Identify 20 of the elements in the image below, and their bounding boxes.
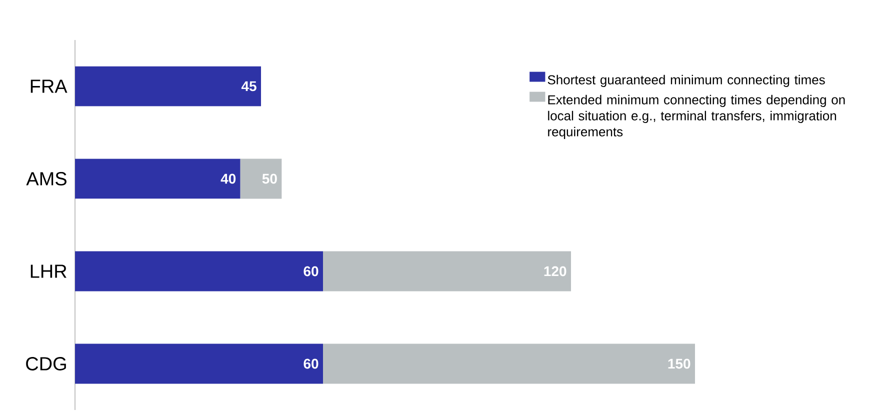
data-label: 40 <box>220 174 236 184</box>
bar <box>75 158 240 199</box>
y-tick-label: CDG <box>26 357 66 370</box>
y-tick-label: LHR <box>30 264 66 278</box>
bar <box>240 158 282 199</box>
bar <box>75 344 324 384</box>
legend-label: Extended minimum connecting times depending on local situation e.g., terminal transfers, immigration requirements <box>548 94 845 139</box>
bar <box>75 251 324 292</box>
data-label: 60 <box>304 358 318 369</box>
data-label: 45 <box>241 81 256 92</box>
bar <box>75 66 262 106</box>
bar <box>323 344 695 384</box>
total-label: 50 <box>262 174 277 184</box>
total-label: 150 <box>668 358 690 369</box>
legend-label: Shortest guaranteed minimum connecting times <box>548 74 825 87</box>
total-label: 120 <box>544 266 566 276</box>
y-tick-label: FRA <box>30 80 68 93</box>
y-tick-label: AMS <box>26 172 66 186</box>
data-label: 60 <box>304 266 318 276</box>
bar <box>323 251 572 292</box>
